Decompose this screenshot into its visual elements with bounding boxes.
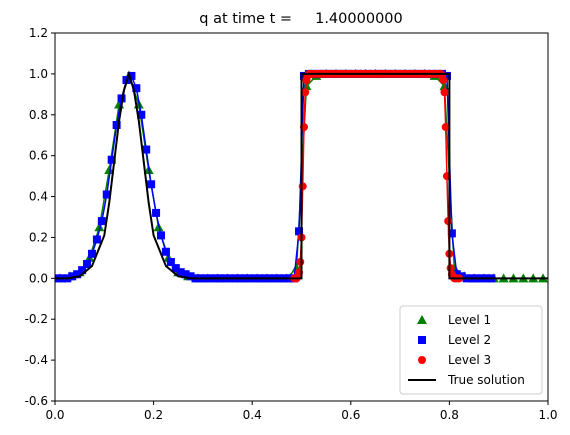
data-point bbox=[102, 190, 111, 199]
y-tick-label: -0.4 bbox=[25, 353, 48, 367]
series-true-solution bbox=[55, 70, 548, 280]
data-point bbox=[161, 247, 170, 256]
data-point bbox=[97, 217, 106, 226]
data-point bbox=[142, 145, 151, 154]
data-point bbox=[442, 71, 451, 80]
chart-title: q at time t = 1.40000000 bbox=[199, 11, 403, 27]
data-point bbox=[68, 272, 77, 281]
y-tick-label: 1.0 bbox=[29, 67, 48, 81]
legend-label: Level 2 bbox=[448, 333, 491, 347]
data-point bbox=[171, 264, 180, 273]
data-point bbox=[152, 208, 161, 217]
x-tick-label: 1.0 bbox=[538, 408, 557, 422]
data-point bbox=[440, 88, 449, 97]
x-tick-label: 0.0 bbox=[45, 408, 64, 422]
data-point bbox=[166, 257, 175, 266]
data-point bbox=[447, 229, 456, 238]
data-point bbox=[176, 268, 185, 277]
data-point bbox=[181, 270, 190, 279]
y-tick-label: 0.2 bbox=[29, 230, 48, 244]
plot-area bbox=[55, 68, 548, 283]
data-point bbox=[112, 121, 121, 129]
data-point bbox=[186, 272, 195, 281]
legend-box bbox=[399, 305, 543, 395]
y-tick-label: -0.2 bbox=[25, 312, 48, 326]
legend-label: True solution bbox=[447, 373, 525, 387]
data-point bbox=[117, 94, 126, 103]
legend-swatch bbox=[418, 356, 426, 364]
data-point bbox=[132, 84, 141, 93]
data-point bbox=[452, 270, 461, 279]
data-point bbox=[87, 249, 96, 258]
data-point bbox=[444, 217, 453, 226]
data-point bbox=[107, 155, 116, 164]
data-point bbox=[156, 231, 165, 240]
data-point bbox=[78, 266, 87, 275]
y-tick-label: 1.2 bbox=[29, 26, 48, 40]
data-point bbox=[295, 227, 304, 236]
plot-frame bbox=[54, 32, 549, 402]
data-point bbox=[147, 180, 156, 189]
series-line bbox=[55, 70, 548, 280]
data-point bbox=[441, 123, 450, 132]
data-point bbox=[104, 164, 115, 174]
data-point bbox=[83, 260, 92, 269]
legend-swatch bbox=[418, 336, 426, 344]
y-tick-label: 0.0 bbox=[29, 271, 48, 285]
y-tick-label: -0.6 bbox=[25, 394, 48, 408]
axes: 0.0 0.2 0.4 0.6 0.8 1.0 -0.6 -0.4 -0.2 0.0 0.2 0.4 0… bbox=[25, 26, 558, 422]
y-tick-label: 0.6 bbox=[29, 149, 48, 163]
legend-label: Level 1 bbox=[448, 313, 491, 327]
data-point bbox=[127, 71, 136, 80]
x-tick-label: 0.6 bbox=[341, 408, 360, 422]
data-point bbox=[73, 270, 82, 279]
legend-swatch bbox=[417, 315, 427, 324]
data-point bbox=[92, 235, 101, 244]
x-tick-label: 0.4 bbox=[243, 408, 262, 422]
y-tick-label: 0.8 bbox=[29, 108, 48, 122]
series-level-2 bbox=[55, 69, 496, 283]
x-tick-label: 0.2 bbox=[144, 408, 163, 422]
legend: Level 1 Level 2 Level 3 True solution bbox=[399, 305, 543, 395]
data-point bbox=[137, 110, 146, 119]
series-line bbox=[294, 73, 460, 280]
data-point bbox=[301, 88, 310, 97]
data-point bbox=[298, 182, 307, 191]
data-point bbox=[94, 222, 105, 232]
data-point bbox=[296, 257, 305, 266]
series-level-3 bbox=[290, 69, 464, 283]
legend-label: Level 3 bbox=[448, 353, 491, 367]
x-tick-label: 0.8 bbox=[440, 408, 459, 422]
data-point bbox=[439, 76, 448, 85]
y-tick-label: 0.4 bbox=[29, 190, 48, 204]
